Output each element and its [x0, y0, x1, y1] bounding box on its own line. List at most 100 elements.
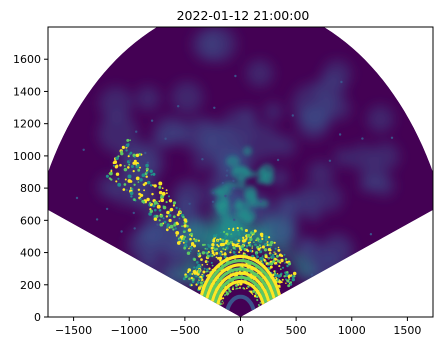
clutter-speck [241, 229, 243, 231]
clutter-speck [159, 213, 162, 216]
echo-speck [124, 145, 128, 148]
clutter-speck [286, 264, 289, 268]
bright-ring [216, 280, 265, 305]
clutter-speck [274, 261, 278, 265]
clutter-speck [206, 254, 210, 258]
echo-blob [186, 252, 199, 265]
clutter-speck [279, 261, 282, 264]
clutter-speck [224, 234, 228, 238]
clutter-speck [178, 208, 181, 210]
echo-plume [243, 185, 258, 201]
echo-speck [338, 133, 342, 136]
clutter-speck [190, 235, 193, 237]
clutter-speck [249, 249, 253, 253]
clutter-speck [210, 253, 212, 255]
clutter-speck [223, 252, 227, 256]
clutter-speck [136, 163, 140, 167]
y-tick-label: 1200 [13, 118, 41, 131]
radar-sector [48, 27, 433, 317]
clutter-speck [182, 241, 185, 244]
clutter-speck [132, 161, 136, 165]
clutter-speck [193, 271, 197, 275]
clutter-speck [137, 181, 140, 183]
clutter-speck [264, 254, 268, 259]
clutter-speck [166, 210, 170, 215]
clutter-speck [142, 183, 145, 186]
echo-blob [192, 28, 225, 61]
echo-speck [232, 179, 235, 183]
clutter-speck [175, 234, 178, 237]
clutter-speck [221, 253, 224, 256]
echo-plume [231, 166, 250, 174]
echo-speck [232, 187, 235, 190]
clutter-speck [132, 153, 136, 158]
clutter-speck [254, 243, 257, 246]
echo-speck [164, 137, 167, 140]
clutter-speck [226, 245, 229, 248]
clutter-speck [285, 282, 287, 285]
clutter-speck [261, 237, 264, 241]
clutter-speck [232, 251, 236, 254]
clutter-speck [132, 170, 135, 173]
clutter-speck [258, 244, 261, 247]
y-tick-label: 1400 [13, 85, 41, 98]
clutter-speck [247, 241, 250, 245]
echo-speck [310, 273, 314, 276]
clutter-speck [218, 256, 223, 260]
echo-blob [135, 86, 161, 111]
clutter-speck [166, 223, 170, 227]
clutter-speck [275, 254, 279, 258]
clutter-speck [216, 239, 219, 242]
clutter-speck [156, 204, 161, 209]
clutter-speck [216, 243, 219, 246]
clutter-speck [184, 220, 188, 223]
clutter-speck [198, 277, 202, 281]
clutter-speck [172, 228, 175, 231]
clutter-speck [209, 244, 212, 247]
clutter-speck [189, 250, 192, 253]
y-tick-label: 1600 [13, 53, 41, 66]
clutter-speck [173, 223, 177, 227]
clutter-speck [257, 247, 261, 251]
clutter-speck [165, 215, 169, 218]
clutter-speck [146, 197, 150, 202]
clutter-speck [143, 189, 146, 192]
clutter-speck [278, 280, 282, 284]
clutter-speck [161, 191, 166, 196]
echo-plume [242, 146, 253, 156]
clutter-speck [197, 250, 200, 252]
clutter-speck [169, 224, 174, 229]
clutter-speck [155, 214, 159, 218]
clutter-speck [246, 249, 250, 253]
clutter-speck [183, 235, 187, 239]
clutter-speck [277, 274, 281, 278]
clutter-speck [186, 251, 191, 255]
clutter-speck [227, 239, 230, 242]
clutter-speck [175, 206, 178, 210]
inner-ring [225, 294, 256, 311]
clutter-speck [276, 259, 281, 263]
clutter-speck [152, 184, 154, 186]
clutter-speck [255, 295, 259, 299]
clutter-speck [253, 241, 255, 243]
clutter-speck [110, 178, 113, 181]
clutter-speck [204, 251, 208, 254]
clutter-speck [247, 239, 250, 243]
clutter-speck [287, 262, 292, 266]
clutter-speck [129, 187, 132, 189]
clutter-speck [158, 208, 162, 212]
clutter-speck [178, 238, 182, 242]
echo-speck [201, 158, 204, 161]
clutter-speck [139, 178, 143, 182]
clutter-speck [222, 297, 225, 300]
echo-speck [340, 80, 343, 84]
clutter-speck [145, 163, 149, 168]
clutter-speck [251, 245, 254, 247]
x-axis: −1500 −1000 −500 0 500 1000 1500 [55, 317, 421, 337]
clutter-speck [168, 218, 172, 223]
clutter-speck [219, 259, 222, 262]
clutter-speck [205, 247, 209, 251]
clutter-speck [259, 257, 263, 261]
echo-blob [295, 185, 321, 211]
